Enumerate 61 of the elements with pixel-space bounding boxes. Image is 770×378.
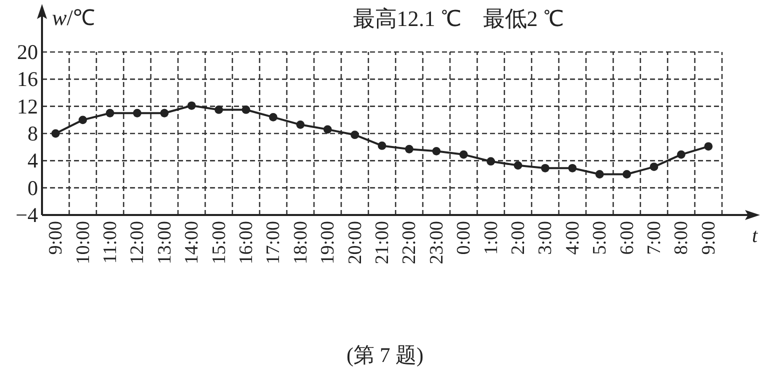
point — [595, 170, 604, 178]
point — [459, 150, 468, 159]
x-tick-label: 22:00 — [399, 221, 420, 264]
x-tick-label: 9:00 — [46, 221, 67, 255]
x-tick-label: 11:00 — [100, 221, 121, 264]
point — [214, 106, 223, 114]
point — [568, 164, 577, 172]
y-tick-label: 12 — [17, 94, 38, 118]
x-tick-label: 8:00 — [671, 221, 692, 255]
point — [514, 161, 522, 170]
x-tick-label: 17:00 — [263, 221, 284, 264]
y-tick-label: 8 — [28, 122, 38, 146]
point — [650, 162, 658, 171]
point — [296, 120, 305, 129]
x-tick-label: 18:00 — [290, 221, 312, 264]
point — [51, 129, 60, 138]
x-tick-label: 1:00 — [480, 221, 502, 255]
x-tick-label: 0:00 — [454, 221, 475, 255]
point — [486, 157, 495, 166]
x-tick-label: 12:00 — [127, 221, 148, 264]
point — [187, 101, 196, 110]
chart-title: 最高12.1 ℃ 最低2 ℃ — [352, 6, 564, 31]
point — [269, 113, 278, 122]
point — [242, 106, 250, 114]
x-tick-label: 4:00 — [562, 221, 584, 255]
y-tick-label: 0 — [28, 176, 38, 200]
point — [106, 108, 114, 118]
x-tick-label: 2:00 — [508, 221, 529, 255]
y-tick-label: 16 — [17, 67, 38, 92]
point — [622, 170, 631, 178]
text: (第 7 题) — [346, 343, 424, 367]
point — [160, 108, 169, 118]
x-tick-label: 15:00 — [208, 221, 230, 264]
x-tick-label: 20:00 — [344, 221, 366, 264]
y-tick-label: 4 — [28, 148, 38, 173]
x-tick-label: 3:00 — [535, 221, 556, 255]
y-tick-label: −4 — [16, 203, 38, 227]
x-tick-label: 7:00 — [644, 221, 665, 255]
y-axis-title: w/℃ — [52, 5, 95, 30]
x-axis-title: t — [752, 225, 758, 247]
point — [541, 164, 550, 172]
point — [677, 150, 686, 159]
point — [432, 146, 441, 156]
point — [78, 116, 87, 124]
x-tick-label: 14:00 — [182, 221, 203, 264]
point — [323, 125, 332, 134]
x-tick-label: 13:00 — [154, 221, 176, 264]
x-tick-label: 21:00 — [372, 221, 393, 264]
point — [350, 130, 359, 140]
x-tick-label: 6:00 — [616, 221, 638, 255]
point — [405, 144, 414, 154]
x-tick-label: 5:00 — [590, 221, 611, 255]
y-tick-label: 20 — [17, 40, 38, 64]
x-tick-label: 10:00 — [72, 221, 94, 264]
x-tick-label: 9:00 — [698, 221, 720, 255]
point — [133, 108, 142, 118]
point — [704, 142, 713, 151]
point — [378, 142, 386, 150]
x-tick-label: 16:00 — [236, 221, 257, 264]
x-tick-label: 19:00 — [318, 221, 339, 264]
x-tick-label: 23:00 — [426, 221, 448, 264]
